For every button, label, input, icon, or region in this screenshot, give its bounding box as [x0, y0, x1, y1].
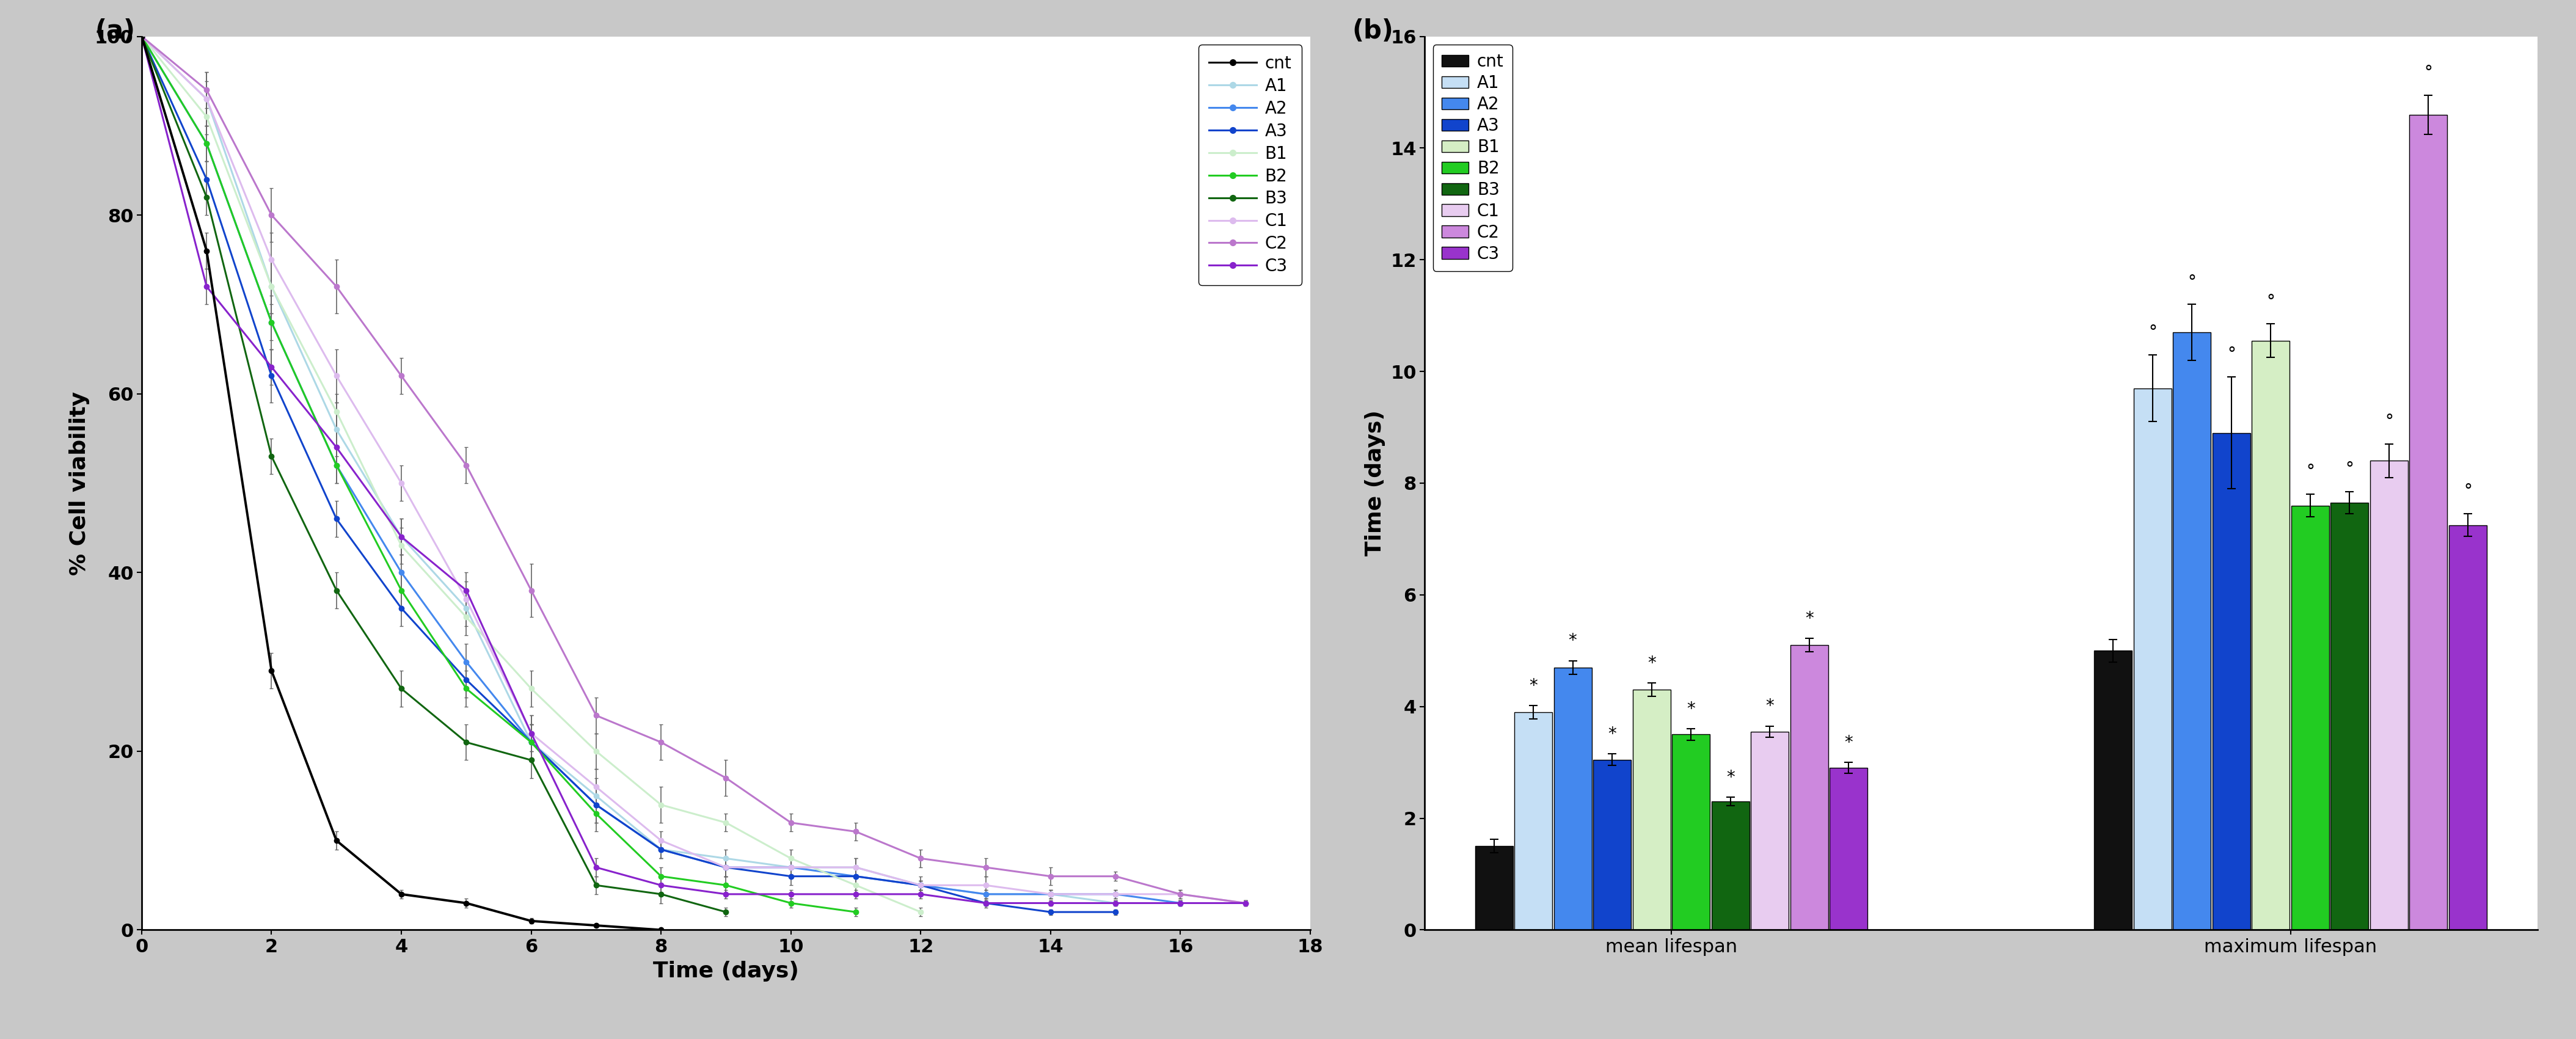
Bar	[1515, 712, 1553, 930]
Bar	[1790, 645, 1829, 930]
Bar	[2174, 332, 2210, 930]
Text: *: *	[1687, 700, 1695, 718]
Text: °: °	[2228, 346, 2236, 363]
Legend: cnt, A1, A2, A3, B1, B2, B3, C1, C2, C3: cnt, A1, A2, A3, B1, B2, B3, C1, C2, C3	[1198, 45, 1301, 285]
Text: *: *	[1806, 610, 1814, 628]
Bar	[1476, 846, 1512, 930]
Bar	[1553, 667, 1592, 930]
Text: °: °	[2267, 293, 2275, 310]
X-axis label: Time (days): Time (days)	[654, 961, 799, 982]
Bar	[2094, 650, 2133, 930]
Text: °: °	[2385, 412, 2393, 430]
Text: °: °	[2187, 273, 2197, 291]
Bar	[2133, 389, 2172, 930]
Text: *: *	[1765, 698, 1775, 715]
Bar	[1592, 760, 1631, 930]
Y-axis label: % Cell viability: % Cell viability	[70, 391, 90, 576]
Bar	[1633, 690, 1669, 930]
Bar	[2290, 506, 2329, 930]
Y-axis label: Time (days): Time (days)	[1365, 410, 1386, 556]
Text: *: *	[1607, 725, 1615, 743]
Bar	[1829, 768, 1868, 930]
Text: *: *	[1726, 769, 1734, 785]
Bar	[2370, 461, 2409, 930]
Bar	[1752, 731, 1788, 930]
Text: °: °	[2424, 64, 2432, 81]
Bar	[2409, 114, 2447, 930]
Bar	[2331, 503, 2367, 930]
Text: °: °	[2463, 483, 2473, 500]
Text: °: °	[2344, 460, 2354, 478]
Bar	[1710, 801, 1749, 930]
Legend: cnt, A1, A2, A3, B1, B2, B3, C1, C2, C3: cnt, A1, A2, A3, B1, B2, B3, C1, C2, C3	[1432, 45, 1512, 271]
Bar	[2213, 433, 2251, 930]
Text: *: *	[1844, 735, 1852, 751]
Text: °: °	[2306, 463, 2313, 480]
Text: *: *	[1569, 633, 1577, 649]
Text: °: °	[2148, 323, 2156, 341]
Text: *: *	[1530, 677, 1538, 694]
Bar	[2251, 341, 2290, 930]
Text: (b): (b)	[1352, 19, 1394, 44]
Text: *: *	[1646, 655, 1656, 672]
Bar	[2450, 525, 2486, 930]
Bar	[1672, 735, 1710, 930]
Text: (a): (a)	[95, 19, 137, 44]
